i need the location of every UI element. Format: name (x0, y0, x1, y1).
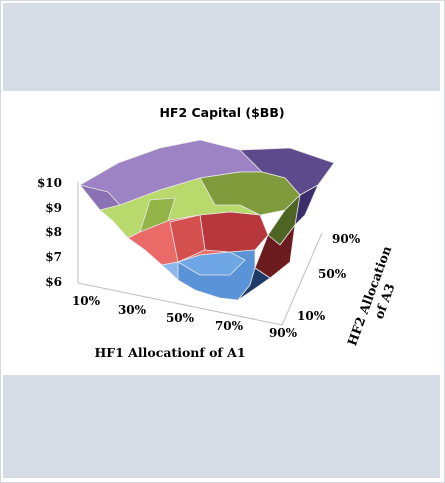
y-axis: 10% 50% 90% (297, 232, 361, 323)
axis-frame (77, 182, 323, 326)
z-tick-label: $7 (45, 250, 62, 264)
z-tick-label: $10 (37, 176, 62, 190)
x-axis-title: HF1 Allocationf of A1 (94, 345, 245, 360)
z-axis: $10 $9 $8 $7 $6 (37, 176, 62, 289)
z-tick-label: $6 (45, 275, 62, 289)
y-tick-label: 50% (318, 267, 347, 281)
chart-title: HF2 Capital ($BB) (159, 105, 284, 120)
z-tick-label: $9 (45, 201, 62, 215)
surface-facet-red-fold (169, 214, 206, 263)
surface-facet-blue-left (161, 261, 179, 281)
z-tick-label: $8 (45, 225, 62, 239)
x-axis: 10% 30% 50% 70% 90% (72, 294, 298, 340)
x-tick-label: 50% (166, 311, 195, 325)
y-tick-label: 10% (297, 309, 326, 323)
y-tick-label: 90% (332, 232, 361, 246)
surface (79, 139, 335, 301)
surface-facet-blue-light (177, 251, 246, 276)
x-tick-label: 90% (269, 326, 298, 340)
y-axis-line (281, 232, 323, 326)
y-axis-title: HF2 Allocation of A3 (344, 244, 397, 348)
surface-facet-red-mid (199, 211, 269, 253)
top-panel (3, 3, 440, 91)
x-tick-label: 30% (118, 303, 147, 317)
bottom-panel (3, 375, 440, 478)
x-tick-label: 10% (72, 294, 101, 308)
x-axis-line (77, 282, 283, 326)
x-tick-label: 70% (215, 319, 244, 333)
surface-facet-blue-dark (237, 267, 271, 301)
